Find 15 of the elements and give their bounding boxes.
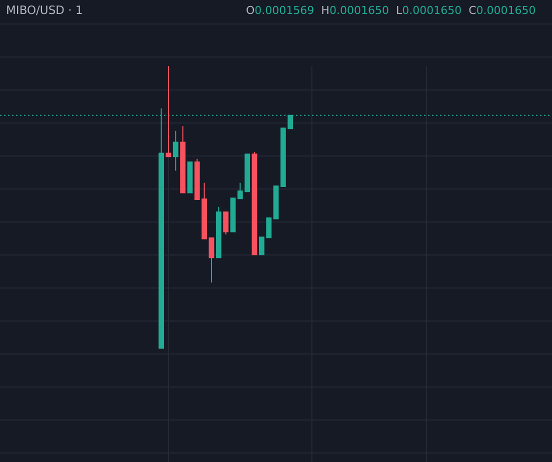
candlestick xyxy=(187,161,193,194)
candlestick xyxy=(216,206,222,258)
candlestick xyxy=(230,198,236,232)
text: C0.0001650 xyxy=(468,4,536,17)
chart-title: MIBO/USD · 1 xyxy=(6,3,83,17)
candlestick xyxy=(223,211,229,236)
candlestick xyxy=(172,130,178,172)
candlestick xyxy=(166,66,172,158)
candlestick xyxy=(180,126,186,194)
candlestick xyxy=(208,237,214,284)
candlestick xyxy=(273,185,279,220)
text: O0.0001569 xyxy=(246,4,314,17)
candlestick xyxy=(252,152,258,256)
text: H0.0001650 xyxy=(321,4,389,17)
text: L0.0001650 xyxy=(396,4,462,17)
